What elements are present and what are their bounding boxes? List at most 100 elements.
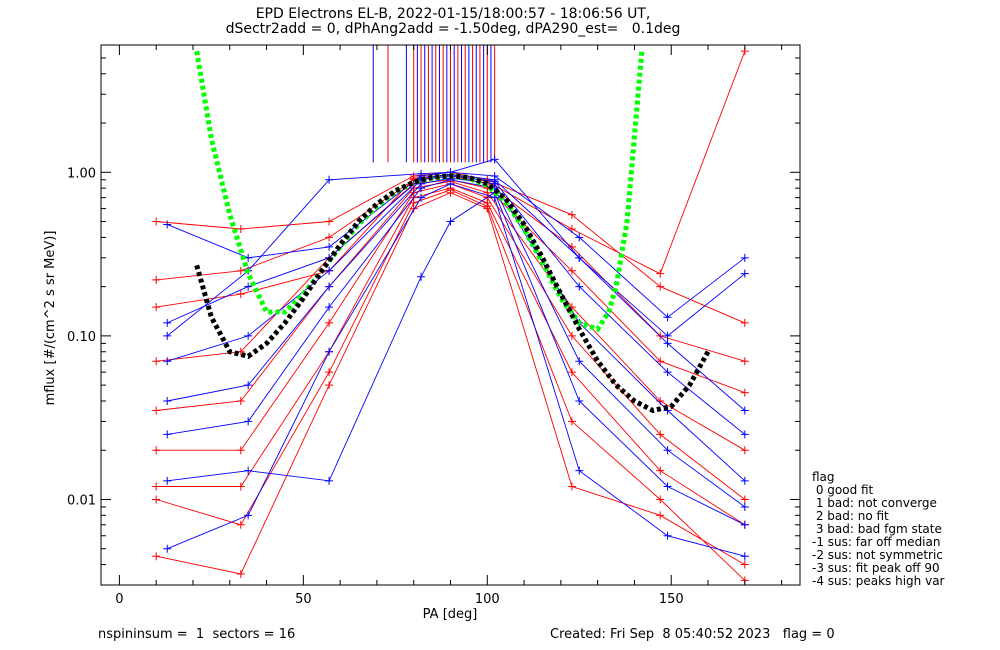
data-point-marker (663, 482, 672, 491)
data-point-marker (740, 430, 749, 439)
data-point-marker (325, 318, 334, 327)
data-point-marker (152, 406, 161, 415)
data-point-marker (656, 269, 665, 278)
data-point-marker (325, 217, 334, 226)
series-line-2 (156, 175, 745, 362)
data-point-marker (236, 290, 245, 299)
data-point-marker (740, 253, 749, 262)
y-tick-label: 0.01 (67, 493, 96, 508)
data-point-marker (236, 520, 245, 529)
data-point-marker (244, 466, 253, 475)
data-point-marker (244, 511, 253, 520)
data-point-marker (325, 233, 334, 242)
data-point-marker (163, 357, 172, 366)
data-layer (152, 45, 749, 585)
data-point-marker (325, 175, 334, 184)
axes-layer: 0 50 100 150 0.01 0.10 1.00 (67, 44, 801, 607)
data-point-marker (575, 233, 584, 242)
data-point-marker (740, 388, 749, 397)
legend-item: 0 good fit (812, 483, 874, 497)
legend-item: -3 sus: fit peak off 90 (812, 561, 940, 575)
data-point-marker (663, 531, 672, 540)
data-point-marker (152, 446, 161, 455)
legend-item: 2 bad: no fit (812, 509, 889, 523)
data-point-marker (567, 368, 576, 377)
chart-title-line-1: EPD Electrons EL-B, 2022-01-15/18:00:57 … (255, 6, 651, 22)
data-point-marker (409, 174, 418, 183)
data-point-marker (740, 406, 749, 415)
y-tick-label: 1.00 (67, 166, 96, 181)
data-point-marker (656, 511, 665, 520)
legend-item: -2 sus: not symmetric (812, 548, 943, 562)
data-point-marker (740, 560, 749, 569)
data-point-marker (325, 282, 334, 291)
data-point-marker (417, 169, 426, 178)
data-point-marker (740, 318, 749, 327)
data-point-marker (236, 266, 245, 275)
series-line-12 (167, 175, 746, 435)
series-line-10 (167, 171, 746, 318)
legend-item: 1 bad: not converge (812, 496, 937, 510)
series-line-11 (167, 174, 746, 411)
footer-spin-info: nspininsum = 1 sectors = 16 (98, 627, 296, 642)
x-tick-label: 0 (115, 592, 123, 607)
data-point-marker (244, 381, 253, 390)
series-line-14 (167, 179, 746, 508)
data-point-marker (163, 331, 172, 340)
x-tick-label: 50 (295, 592, 312, 607)
data-point-marker (325, 347, 334, 356)
data-point-marker (325, 266, 334, 275)
data-point-marker (446, 179, 455, 188)
data-point-marker (567, 417, 576, 426)
data-point-marker (663, 313, 672, 322)
data-point-marker (483, 202, 492, 211)
legend-item: -4 sus: peaks high var (812, 574, 945, 588)
data-point-marker (325, 242, 334, 251)
data-point-marker (575, 357, 584, 366)
flag-legend: flag 0 good fit 1 bad: not converge 2 ba… (812, 471, 944, 588)
x-tick-label: 100 (475, 592, 500, 607)
data-point-marker (575, 466, 584, 475)
data-point-marker (567, 331, 576, 340)
data-point-marker (163, 544, 172, 553)
data-point-marker (656, 282, 665, 291)
data-point-marker (244, 282, 253, 291)
data-point-marker (740, 495, 749, 504)
data-point-marker (152, 495, 161, 504)
data-point-marker (740, 502, 749, 511)
data-point-marker (417, 272, 426, 281)
data-point-marker (163, 396, 172, 405)
data-point-marker (575, 282, 584, 291)
data-point-marker (152, 552, 161, 561)
data-point-marker (236, 446, 245, 455)
data-point-marker (152, 217, 161, 226)
data-point-marker (244, 417, 253, 426)
data-point-marker (325, 303, 334, 312)
data-point-marker (740, 357, 749, 366)
data-point-marker (567, 482, 576, 491)
data-point-marker (740, 269, 749, 278)
series-line-16 (167, 183, 745, 557)
x-axis-label: PA [deg] (423, 607, 478, 622)
legend-title: flag (812, 470, 835, 484)
data-point-marker (152, 275, 161, 284)
data-point-marker (740, 446, 749, 455)
data-point-marker (152, 303, 161, 312)
data-point-marker (663, 331, 672, 340)
data-point-marker (490, 155, 499, 164)
data-point-marker (236, 396, 245, 405)
y-tick-label: 0.10 (67, 330, 96, 345)
data-point-marker (152, 357, 161, 366)
data-point-marker (236, 482, 245, 491)
chart-title-line-2: dSectr2add = 0, dPhAng2add = -1.50deg, d… (225, 21, 681, 37)
data-point-marker (656, 430, 665, 439)
data-point-marker (446, 217, 455, 226)
data-point-marker (656, 357, 665, 366)
x-tick-label: 150 (659, 592, 684, 607)
data-point-marker (163, 318, 172, 327)
data-point-marker (740, 520, 749, 529)
data-point-marker (567, 210, 576, 219)
data-point-marker (567, 266, 576, 275)
series-line-5 (156, 183, 746, 500)
black-fit-curve (194, 173, 711, 414)
